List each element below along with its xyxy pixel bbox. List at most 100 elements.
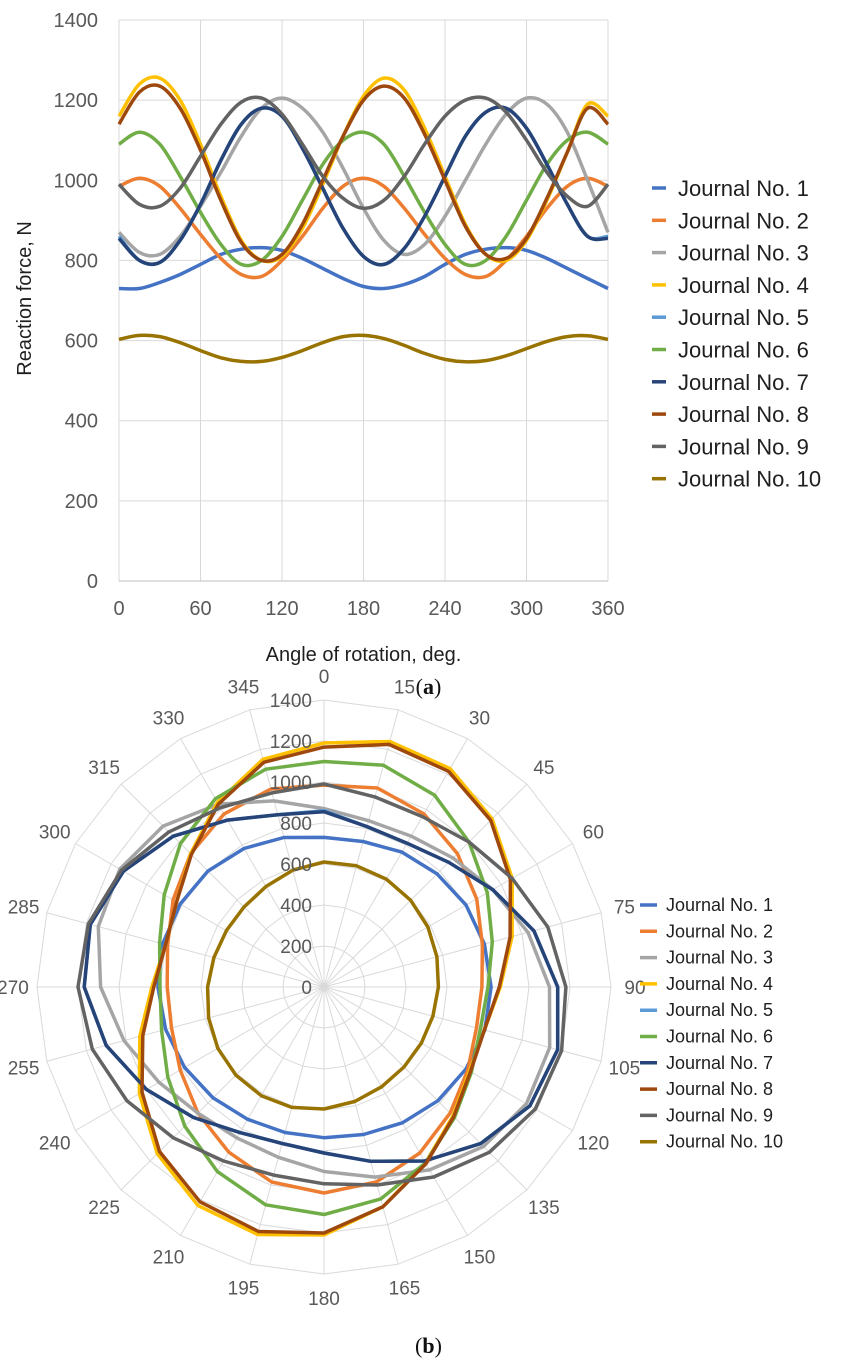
- x-tick-label: 0: [113, 598, 124, 620]
- spoke-line: [323, 986, 468, 1236]
- spoke-line: [75, 843, 325, 988]
- angle-label: 180: [308, 1289, 340, 1310]
- legend-entry: Journal No. 8: [678, 402, 809, 427]
- line-chart: 0 60 120 180 240 300 360 0 200 400 600 800 1000 1200 1…: [14, 10, 821, 666]
- legend-entry: Journal No. 7: [678, 370, 809, 395]
- angle-label: 30: [469, 709, 490, 730]
- series-line: [117, 83, 610, 263]
- angle-label: 105: [609, 1058, 641, 1079]
- spoke-line: [120, 986, 325, 1191]
- series-polygon: [157, 759, 495, 1217]
- spoke-line: [180, 738, 325, 988]
- x-tick-label: 60: [189, 598, 211, 620]
- angle-label: 45: [533, 758, 554, 779]
- spoke-line: [249, 709, 325, 988]
- spoke-line: [323, 986, 399, 1265]
- angle-label: 120: [577, 1134, 609, 1155]
- legend-entry: Journal No. 9: [678, 434, 809, 459]
- angle-label: 90: [624, 978, 645, 999]
- x-tick-label: 240: [428, 598, 461, 620]
- y-tick-label: 600: [65, 331, 98, 353]
- angle-label: 225: [88, 1198, 120, 1219]
- radial-tick-label: 800: [280, 814, 312, 835]
- angle-label: 0: [319, 667, 330, 688]
- legend-entry: Journal No. 1: [678, 176, 809, 201]
- legend-entry: Journal No. 2: [678, 208, 809, 233]
- angle-label: 60: [583, 823, 604, 844]
- spoke-line: [323, 986, 528, 1191]
- legend-entry: Journal No. 5: [666, 1000, 773, 1020]
- series-polygon: [140, 742, 513, 1235]
- legend-entry: Journal No. 5: [678, 305, 809, 330]
- panel-b-label: (b): [415, 1333, 442, 1358]
- spoke-line: [323, 986, 602, 1062]
- y-tick-label: 800: [65, 250, 98, 272]
- x-axis-title: Angle of rotation, deg.: [266, 644, 462, 666]
- radial-tick-label: 400: [280, 896, 312, 917]
- spoke-line: [323, 738, 468, 988]
- legend-entry: Journal No. 10: [666, 1132, 783, 1152]
- x-tick-label: 180: [347, 598, 380, 620]
- radial-tick-label: 1200: [270, 732, 312, 753]
- y-tick-label: 1400: [54, 10, 99, 32]
- y-tick-label: 200: [65, 491, 98, 513]
- angle-label: 195: [228, 1278, 260, 1299]
- angle-label: 255: [8, 1058, 40, 1079]
- series-line: [117, 105, 609, 267]
- legend-entry: Journal No. 6: [666, 1027, 773, 1047]
- series-polygon: [156, 835, 493, 1140]
- series-polygon: [82, 809, 560, 1164]
- radial-tick-label: 1400: [270, 691, 312, 712]
- angle-label: 240: [39, 1134, 71, 1155]
- series-line: [118, 333, 609, 364]
- radial-tick-label: 0: [301, 978, 312, 999]
- legend-entry: Journal No. 6: [678, 338, 809, 363]
- radar-chart: 0 15 30 45 60 75 90 105 120 135 150 165 180 195 210 225…: [0, 667, 783, 1310]
- legend-entry: Journal No. 10: [678, 467, 821, 492]
- angle-label: 285: [8, 898, 40, 919]
- legend-entry: Journal No. 3: [666, 948, 773, 968]
- radial-tick-label: 1000: [270, 773, 312, 794]
- spoke-line: [249, 986, 325, 1265]
- angle-label: 270: [0, 978, 29, 999]
- spoke-line: [323, 912, 602, 988]
- angle-label: 345: [228, 678, 260, 699]
- angle-label: 135: [528, 1198, 560, 1219]
- x-tick-label: 360: [591, 598, 624, 620]
- spoke-line: [120, 783, 325, 988]
- legend-entry: Journal No. 3: [678, 241, 809, 266]
- angle-label: 15: [394, 678, 415, 699]
- radial-tick-label: 200: [280, 937, 312, 958]
- spoke-line: [46, 912, 325, 988]
- series-polygon: [76, 782, 568, 1187]
- radial-tick-label: 600: [280, 855, 312, 876]
- angle-label: 330: [153, 709, 185, 730]
- panel-a-letter: a: [423, 674, 434, 699]
- series-polygon: [165, 783, 485, 1195]
- y-axis-title: Reaction force, N: [14, 221, 36, 376]
- spoke-line: [75, 986, 325, 1131]
- legend-entry: Journal No. 1: [666, 895, 773, 915]
- series-polygon: [205, 860, 441, 1111]
- legend-entry: Journal No. 4: [678, 273, 809, 298]
- angle-label: 300: [39, 823, 71, 844]
- series-line: [118, 130, 609, 268]
- panel-b-letter: b: [422, 1333, 435, 1358]
- angle-label: 150: [464, 1247, 496, 1268]
- y-tick-label: 0: [87, 571, 98, 593]
- y-tick-label: 400: [65, 411, 98, 433]
- legend-entry: Journal No. 9: [666, 1105, 773, 1125]
- angle-label: 75: [614, 898, 635, 919]
- y-tick-label: 1200: [54, 90, 99, 112]
- legend-entry: Journal No. 7: [666, 1053, 773, 1073]
- angle-label: 165: [389, 1278, 421, 1299]
- x-tick-label: 300: [510, 598, 543, 620]
- legend-entry: Journal No. 2: [666, 921, 773, 941]
- spoke-line: [323, 843, 573, 988]
- y-tick-label: 1000: [54, 170, 99, 192]
- legend-entry: Journal No. 4: [666, 974, 773, 994]
- series-line: [117, 95, 610, 211]
- legend-entry: Journal No. 8: [666, 1079, 773, 1099]
- series-line: [118, 245, 609, 291]
